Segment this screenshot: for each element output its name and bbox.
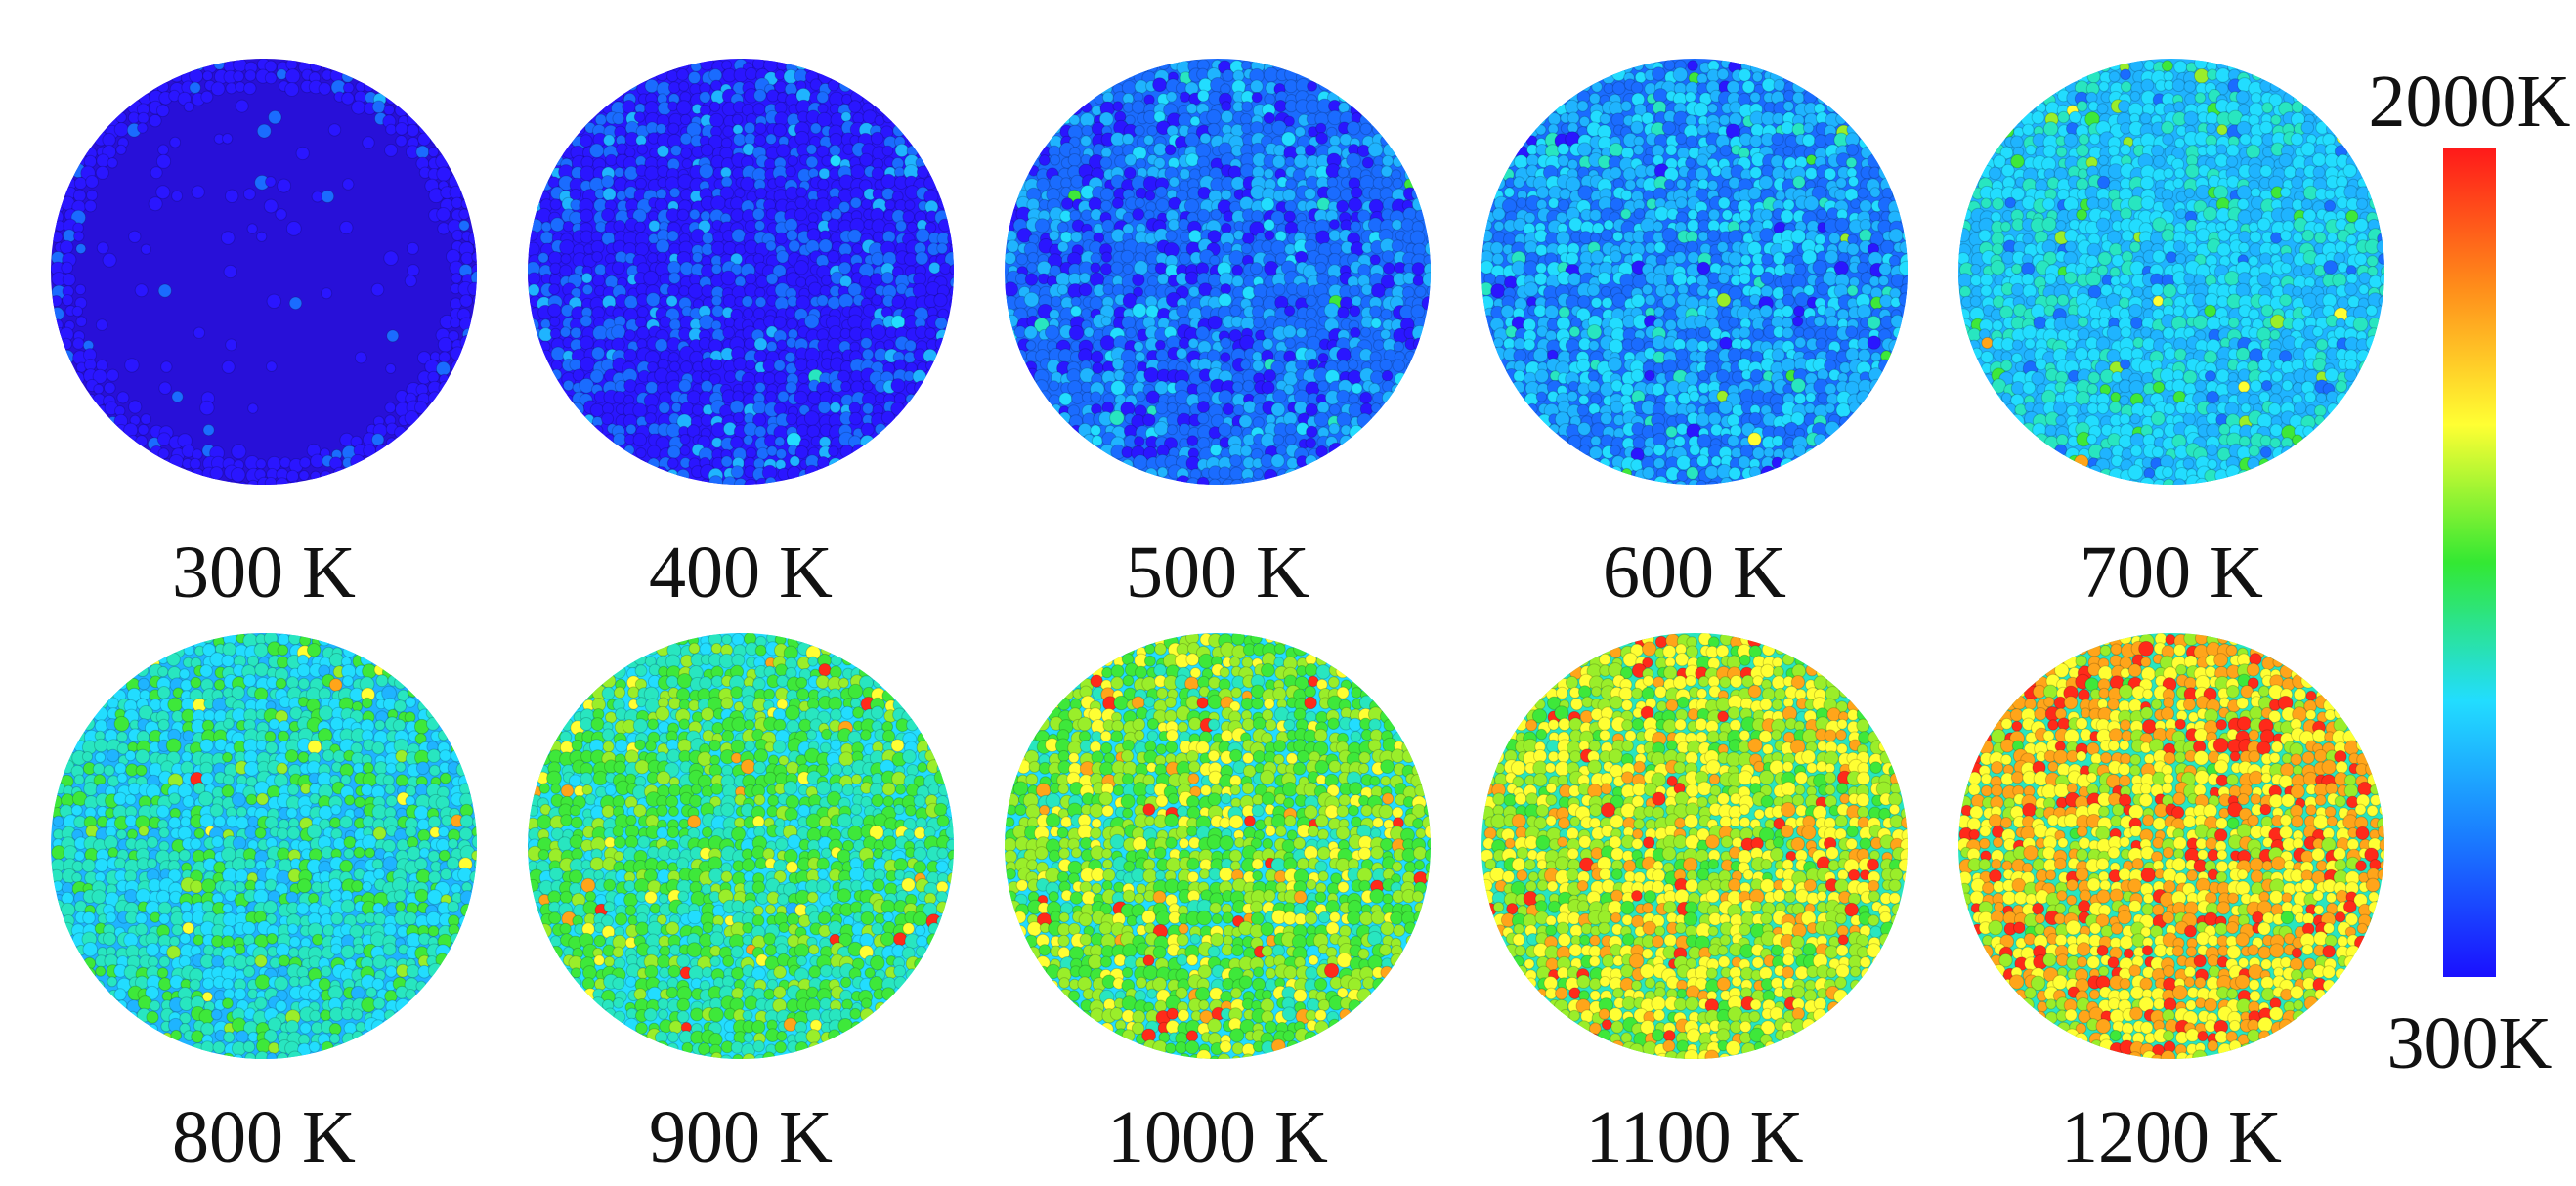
panel-label-1200k: 1200 K: [2061, 1096, 2282, 1178]
panel-label-1000k: 1000 K: [1107, 1096, 1328, 1178]
panel-300k-particle: [51, 59, 477, 485]
panel-label-600k: 600 K: [1603, 531, 1786, 614]
panel-400k-particle: [528, 59, 954, 485]
panel-500k-particle: [1005, 59, 1431, 485]
temperature-colorbar: [2443, 148, 2496, 977]
panel-label-400k: 400 K: [649, 531, 833, 614]
panel-label-700k: 700 K: [2080, 531, 2263, 614]
colorbar-min-label: 300K: [2386, 1002, 2553, 1084]
panel-700k-particle: [1958, 59, 2384, 485]
colorbar-max-label: 2000K: [2368, 61, 2571, 143]
panel-600k-particle: [1481, 59, 1908, 485]
panel-800k-particle: [51, 633, 477, 1059]
panel-label-800k: 800 K: [172, 1096, 356, 1178]
panel-1200k-particle: [1958, 633, 2384, 1059]
panel-1100k-particle: [1481, 633, 1908, 1059]
panel-label-300k: 300 K: [172, 531, 356, 614]
panel-label-1100k: 1100 K: [1585, 1096, 1804, 1178]
panel-900k-particle: [528, 633, 954, 1059]
panel-label-900k: 900 K: [649, 1096, 833, 1178]
panel-1000k-particle: [1005, 633, 1431, 1059]
panel-label-500k: 500 K: [1126, 531, 1309, 614]
